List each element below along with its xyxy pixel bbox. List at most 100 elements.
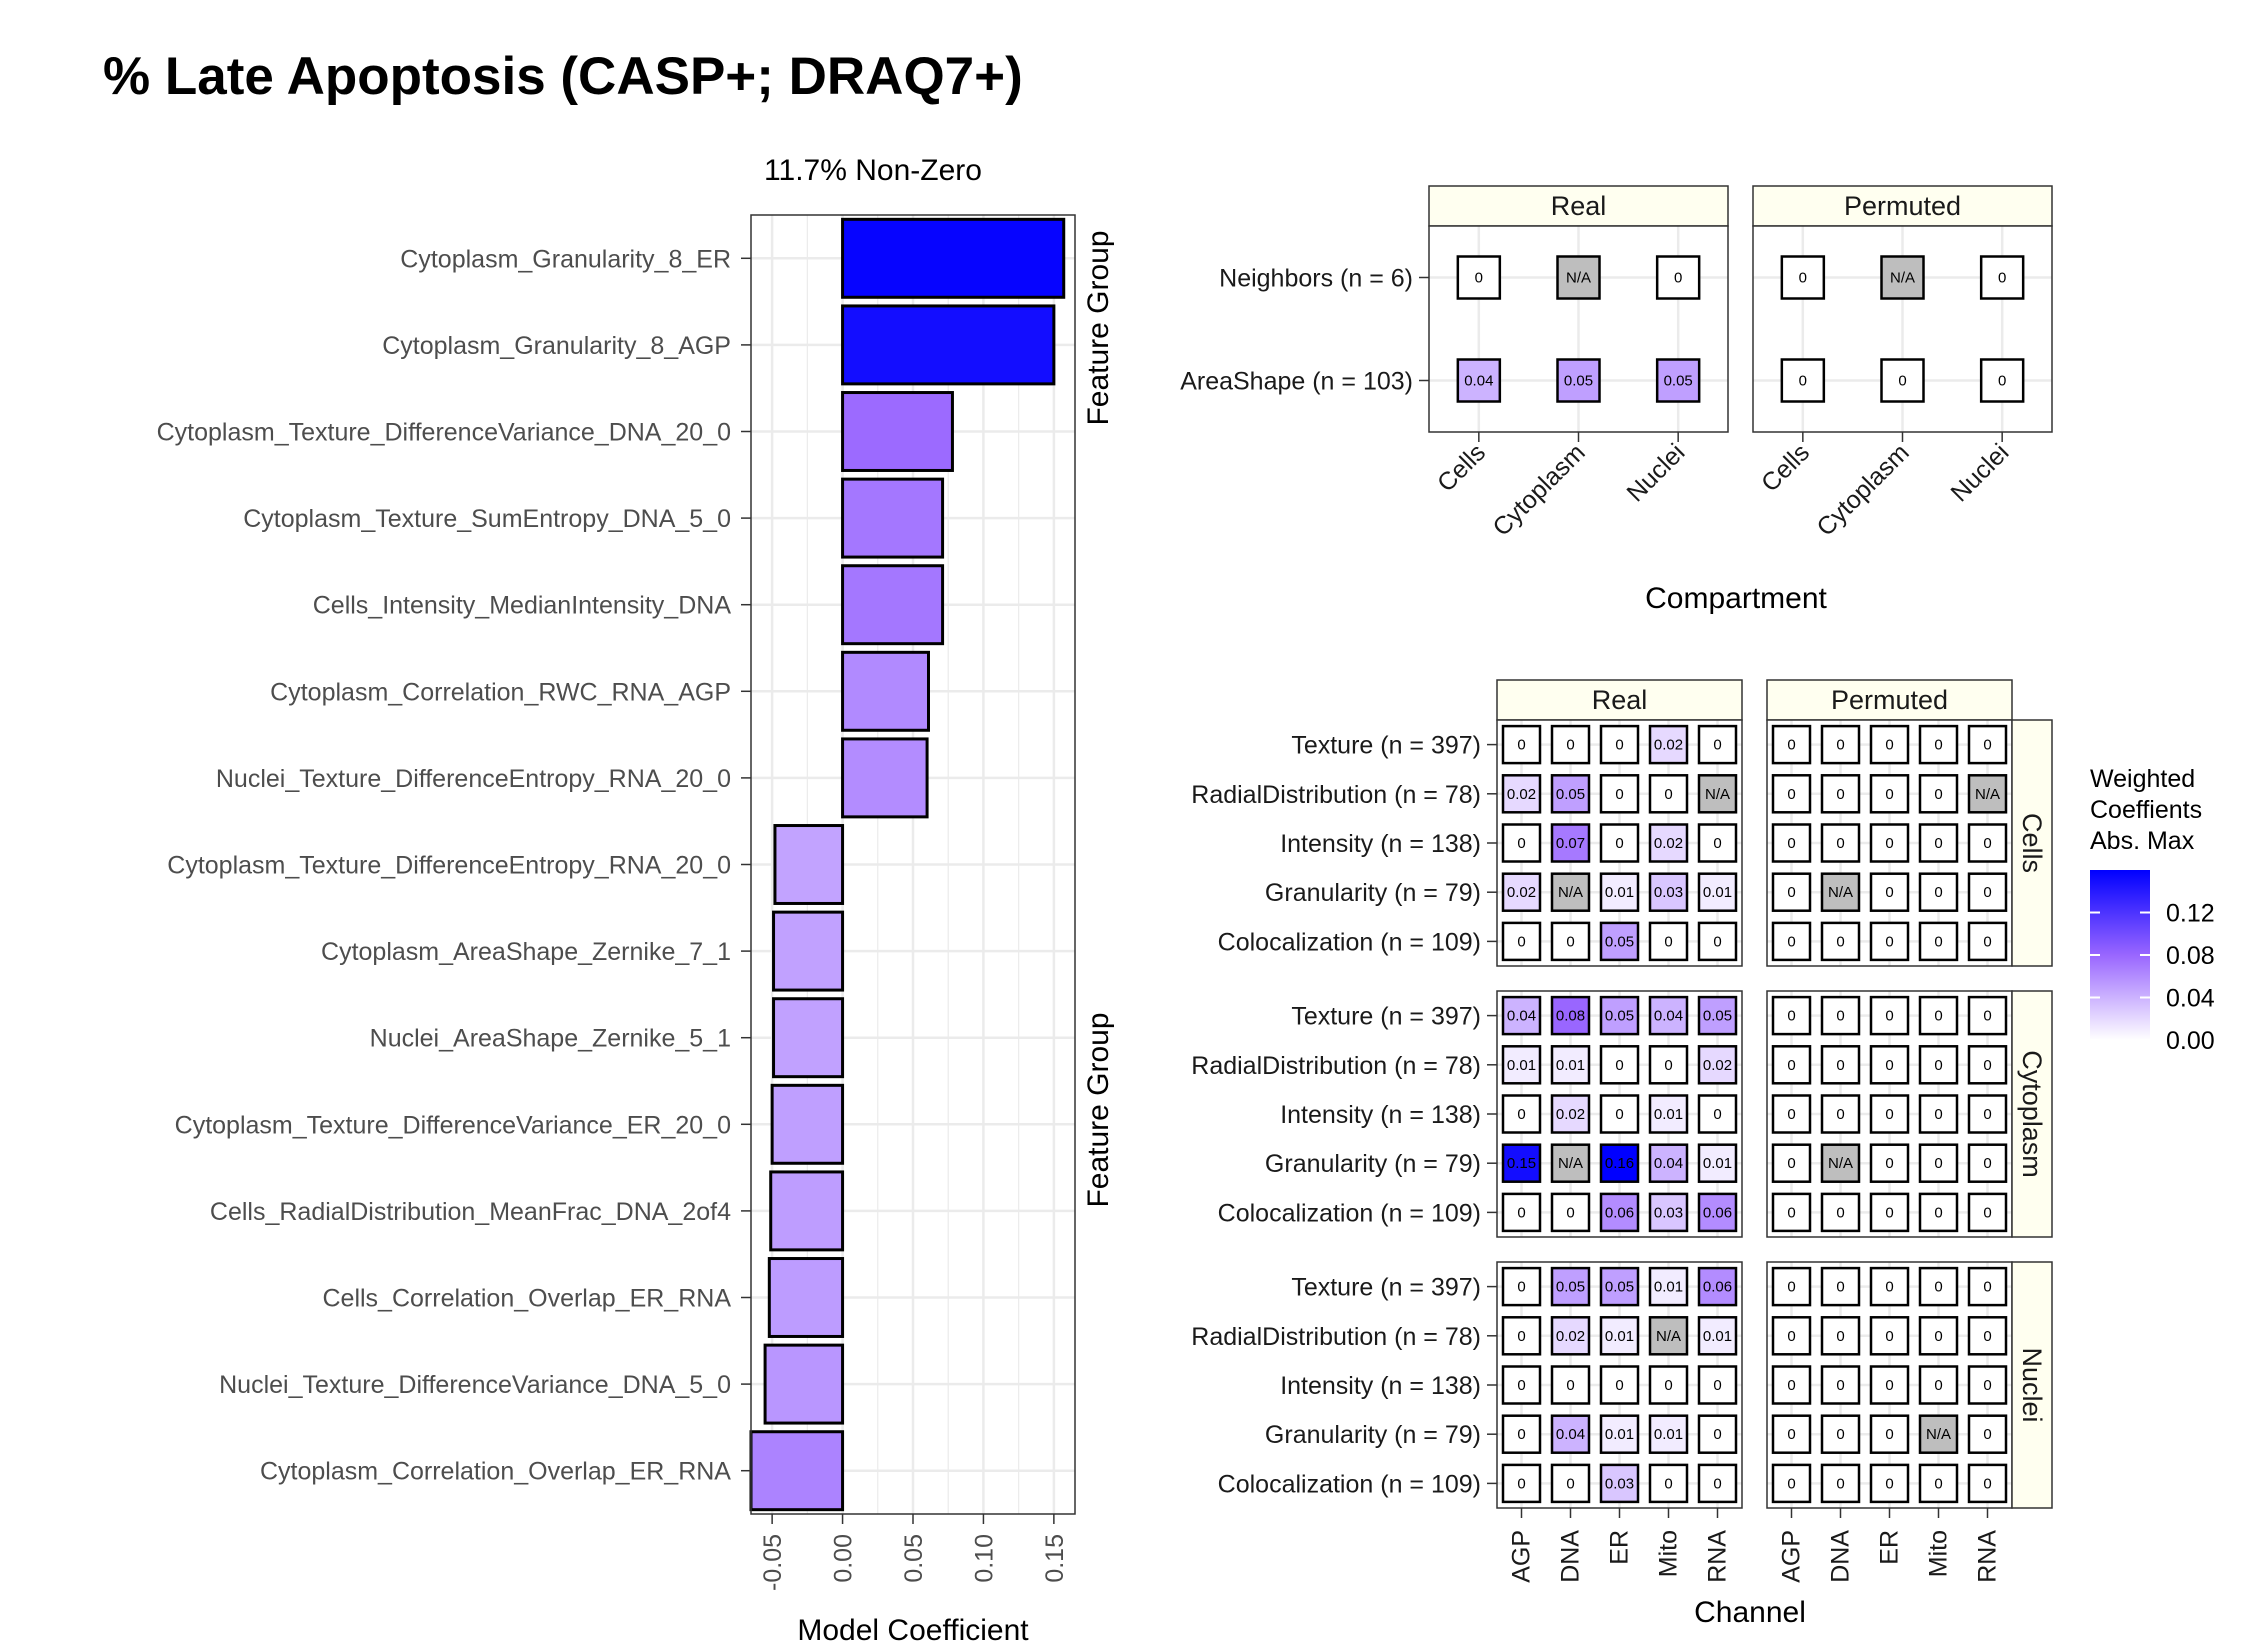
heatmap-tile-label: 0 xyxy=(1885,1106,1893,1123)
heatmap-tile xyxy=(1918,774,1959,814)
facet-strip xyxy=(2011,1261,2053,1509)
heatmap-tile-label: 0 xyxy=(1787,1279,1795,1296)
heatmap-tile-label: 0 xyxy=(1566,1475,1574,1492)
heatmap-tile xyxy=(1599,1316,1640,1356)
heatmap-tile xyxy=(1501,1414,1542,1454)
heatmap-tile-label: 0 xyxy=(1615,737,1623,754)
heatmap-tile xyxy=(1501,774,1542,814)
heatmap-tile-label: 0.05 xyxy=(1605,1279,1634,1296)
heatmap-tile xyxy=(1599,1414,1640,1454)
heatmap-tile-label: 0 xyxy=(1787,1475,1795,1492)
heatmap-tile xyxy=(1820,1463,1861,1504)
heatmap-tile xyxy=(1550,1192,1591,1233)
bar xyxy=(841,564,945,646)
heatmap-tile xyxy=(1820,1365,1861,1405)
heatmap-tile xyxy=(1771,1266,1812,1307)
heatmap-tile-label: 0 xyxy=(1983,1426,1991,1443)
heatmap-tile-label: 0.02 xyxy=(1556,1328,1585,1345)
facet-strip xyxy=(2011,990,2053,1238)
facet-strip-label: Nuclei xyxy=(2017,1347,2047,1422)
heatmap-tile xyxy=(1599,995,1640,1036)
heatmap-tile xyxy=(1771,1414,1812,1454)
heatmap-tile xyxy=(1869,995,1910,1036)
heatmap-tile xyxy=(1501,1192,1542,1233)
heatmap-tile xyxy=(1648,872,1689,912)
heatmap-tile xyxy=(1820,995,1861,1036)
color-legend: Weighted Coeffients Abs. Max 0.12 0.08 0.0… xyxy=(2090,765,2215,1055)
heatmap-tile xyxy=(1869,1365,1910,1405)
heatmap-tile-label: 0 xyxy=(1787,1155,1795,1172)
heatmap-tile-label: 0 xyxy=(1983,1204,1991,1221)
heatmap-row-label: RadialDistribution (n = 78) xyxy=(1191,1052,1481,1080)
heatmap-tile-label: N/A xyxy=(1890,270,1915,287)
bar xyxy=(841,477,945,559)
bar-category-labels: Cytoplasm_Granularity_8_ER Cytoplasm_Gran… xyxy=(157,245,751,1486)
heatmap-tile xyxy=(1550,1463,1591,1504)
heatmap-tile-label: 0.04 xyxy=(1507,1008,1536,1025)
heatmap-tile xyxy=(1501,1316,1542,1356)
heatmap-tile xyxy=(1599,872,1640,912)
heatmap-tile xyxy=(1820,872,1861,912)
facet-strip xyxy=(2011,719,2053,967)
bar xyxy=(772,997,845,1079)
compartment-heatmap-y-title: Feature Group xyxy=(1082,230,1115,425)
heatmap-tile-label: 0.08 xyxy=(1556,1008,1585,1025)
heatmap-tile-label: 0 xyxy=(1787,1008,1795,1025)
heatmap-tile-label: 0 xyxy=(1787,933,1795,950)
heatmap-tile-label: 0 xyxy=(1787,835,1795,852)
heatmap-tile-label: 0 xyxy=(1615,1377,1623,1394)
heatmap-tile xyxy=(1869,1266,1910,1307)
bar-x-tick-label: 0.05 xyxy=(900,1534,928,1583)
heatmap-tile-label: 0 xyxy=(1615,786,1623,803)
heatmap-tile-label: N/A xyxy=(1705,786,1730,803)
bar-x-ticks: -0.05 0.00 0.05 0.10 0.15 xyxy=(759,1514,1069,1591)
bar xyxy=(767,1257,845,1338)
heatmap-tile-label: 0 xyxy=(1713,835,1721,852)
heatmap-tile-label: 0 xyxy=(1836,1057,1844,1074)
heatmap-row-label: Granularity (n = 79) xyxy=(1265,1421,1481,1449)
heatmap-tile-label: 0 xyxy=(1983,1279,1991,1296)
facet-strip-label: Permuted xyxy=(1844,191,1961,221)
heatmap-tile-label: 0 xyxy=(1517,1377,1525,1394)
heatmap-tile xyxy=(1918,823,1959,863)
bar-category-label: Cytoplasm_Texture_DifferenceVariance_ER_… xyxy=(175,1111,731,1139)
heatmap-tile-label: N/A xyxy=(1926,1426,1951,1443)
heatmap-tile xyxy=(1550,1266,1591,1307)
heatmap-tile xyxy=(1820,1192,1861,1233)
bar xyxy=(841,304,1056,386)
heatmap-tile-label: 0 xyxy=(1713,1426,1721,1443)
heatmap-tile-label: 0 xyxy=(1787,1057,1795,1074)
heatmap-tile-label: 0 xyxy=(1787,1426,1795,1443)
facet-strip-label: Cells xyxy=(2017,813,2047,873)
heatmap-column-label: Nuclei xyxy=(1621,438,1690,507)
heatmap-row-label: Colocalization (n = 109) xyxy=(1218,1199,1481,1227)
heatmap-tile-label: 0.01 xyxy=(1654,1279,1683,1296)
heatmap-tile-label: 0 xyxy=(1885,786,1893,803)
channel-heatmap-y-title: Feature Group xyxy=(1082,1012,1115,1207)
heatmap-tile xyxy=(1599,1094,1640,1134)
heatmap-tile xyxy=(1655,358,1701,403)
heatmap-tile xyxy=(1967,1266,2008,1307)
heatmap-tile xyxy=(1771,1316,1812,1356)
heatmap-tile-label: 0 xyxy=(1934,1057,1942,1074)
heatmap-tile xyxy=(1697,1365,1738,1405)
heatmap-tile xyxy=(1550,1414,1591,1454)
facet-strip-label: Cytoplasm xyxy=(2017,1050,2047,1178)
heatmap-tile xyxy=(1648,1414,1689,1454)
heatmap-tile-label: 0 xyxy=(1983,1057,1991,1074)
heatmap-tile xyxy=(1869,921,1910,962)
bar xyxy=(770,1083,845,1165)
heatmap-tile-label: 0 xyxy=(1664,786,1672,803)
heatmap-column-label: Cells xyxy=(1756,438,1815,497)
heatmap-row-label: Intensity (n = 138) xyxy=(1280,1101,1481,1129)
heatmap-tile xyxy=(1771,724,1812,765)
heatmap-tile xyxy=(1599,1266,1640,1307)
heatmap-tile xyxy=(1697,823,1738,863)
heatmap-tile-label: 0 xyxy=(1517,1204,1525,1221)
heatmap-column-label: Cytoplasm xyxy=(1487,438,1590,541)
heatmap-tile-label: 0.05 xyxy=(1564,373,1593,390)
heatmap-tile-label: 0 xyxy=(1664,1475,1672,1492)
heatmap-tile xyxy=(1771,1143,1812,1183)
bar-category-label: Cytoplasm_Texture_SumEntropy_DNA_5_0 xyxy=(243,505,731,533)
